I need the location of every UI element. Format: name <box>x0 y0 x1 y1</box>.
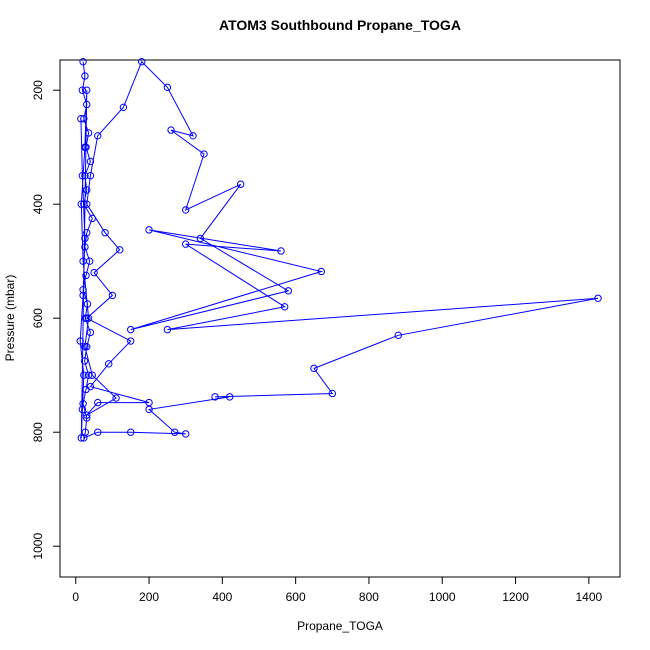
data-point <box>78 172 87 180</box>
data-point <box>88 214 96 223</box>
data-point <box>83 300 92 308</box>
y-tick-label: 1000 <box>31 533 45 560</box>
data-point <box>82 271 90 280</box>
x-tick-label: 600 <box>286 590 306 604</box>
data-point <box>189 132 197 140</box>
data-point <box>328 389 337 398</box>
y-axis-label: Pressure (mbar) <box>3 275 17 362</box>
data-point <box>182 240 190 248</box>
data-point <box>79 257 87 265</box>
data-point <box>77 434 85 442</box>
data-point <box>83 200 91 208</box>
data-point <box>127 337 135 345</box>
data-point <box>594 294 602 302</box>
x-tick-label: 0 <box>72 590 79 604</box>
data-point <box>79 400 87 408</box>
data-point <box>182 430 190 438</box>
data-point <box>81 243 89 251</box>
x-axis-label: Propane_TOGA <box>297 619 383 633</box>
data-point <box>90 268 98 277</box>
data-point <box>76 337 84 345</box>
data-point <box>77 115 85 123</box>
data-point <box>112 394 120 402</box>
data-point <box>84 371 93 379</box>
y-tick-label: 200 <box>31 80 45 100</box>
data-point <box>108 291 117 300</box>
data-point <box>78 405 87 414</box>
data-point <box>138 58 146 66</box>
data-point <box>78 86 87 94</box>
data-point <box>277 247 285 255</box>
y-tick-label: 600 <box>31 308 45 328</box>
data-point <box>284 287 293 295</box>
data-point <box>94 398 102 407</box>
data-point <box>77 200 85 208</box>
data-point <box>81 72 89 80</box>
data-point <box>310 364 318 373</box>
data-point <box>86 328 95 337</box>
data-point <box>80 200 88 208</box>
data-point <box>81 172 89 180</box>
data-point <box>84 314 93 322</box>
data-point <box>105 360 113 368</box>
data-point <box>225 393 234 401</box>
data-point <box>83 100 91 109</box>
data-point <box>81 234 89 243</box>
data-point <box>236 180 245 188</box>
data-line <box>79 60 599 439</box>
data-point <box>86 172 95 180</box>
data-point <box>79 58 87 66</box>
data-point <box>171 428 179 436</box>
data-point <box>86 382 95 391</box>
y-tick-label: 400 <box>31 194 45 214</box>
data-point <box>80 371 88 379</box>
data-point <box>94 132 102 140</box>
x-tick-label: 400 <box>212 590 232 604</box>
data-point <box>79 286 87 294</box>
data-point <box>317 267 326 276</box>
x-tick-label: 1000 <box>429 590 456 604</box>
data-point <box>83 411 91 419</box>
y-tick-label: 800 <box>31 422 45 442</box>
data-point <box>84 129 93 137</box>
x-tick-label: 1400 <box>575 590 602 604</box>
chart-title: ATOM3 Southbound Propane_TOGA <box>219 17 461 33</box>
data-point <box>200 150 208 158</box>
data-point <box>116 246 124 254</box>
x-tick-label: 1200 <box>502 590 529 604</box>
x-tick-label: 800 <box>359 590 379 604</box>
data-point <box>280 303 289 311</box>
data-point <box>163 83 172 92</box>
data-point <box>167 126 175 134</box>
data-point <box>182 206 190 214</box>
data-point <box>81 143 89 151</box>
data-point <box>145 226 153 234</box>
data-point <box>196 234 205 243</box>
data-point <box>88 371 96 379</box>
data-point <box>163 325 172 334</box>
data-point <box>211 393 219 401</box>
data-point <box>80 434 88 442</box>
data-point <box>127 428 135 436</box>
data-point <box>80 115 88 123</box>
data-point <box>83 186 91 194</box>
data-point <box>145 398 153 407</box>
data-point <box>81 343 89 351</box>
data-point <box>83 86 91 94</box>
data-point <box>119 103 128 112</box>
plot-frame <box>59 59 621 578</box>
data-point <box>83 414 91 422</box>
data-point <box>101 229 109 237</box>
data-point <box>86 157 95 166</box>
data-point <box>127 325 135 334</box>
x-tick-label: 200 <box>139 590 159 604</box>
data-point <box>79 291 87 300</box>
data-point <box>94 428 102 436</box>
data-point <box>394 331 402 340</box>
data-point <box>80 357 89 365</box>
